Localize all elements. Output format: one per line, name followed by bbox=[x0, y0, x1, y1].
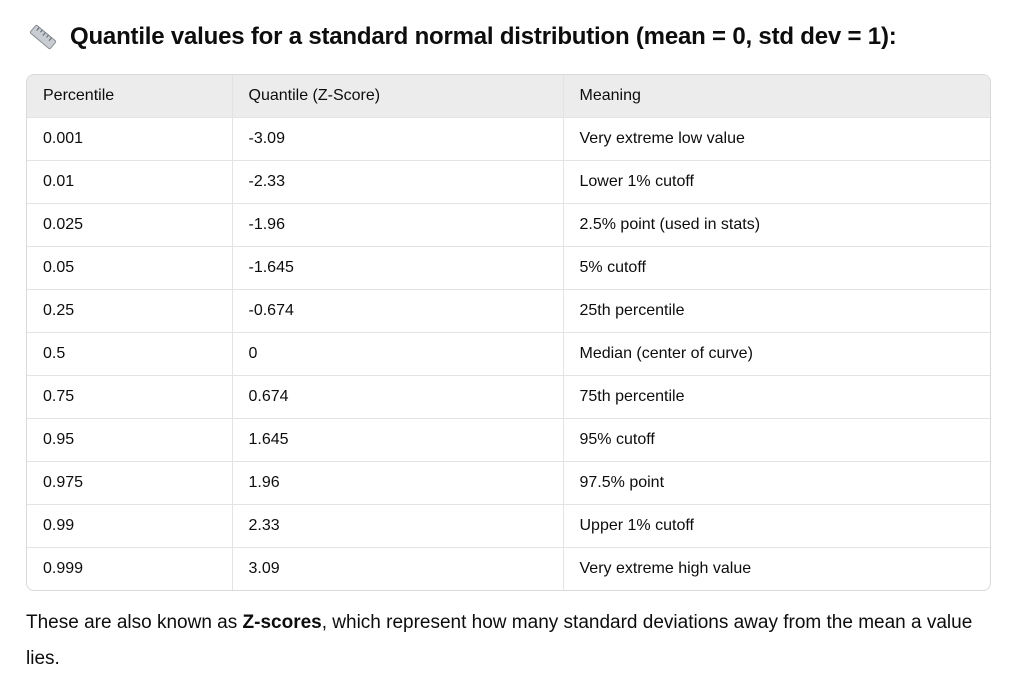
table-cell: 95% cutoff bbox=[563, 418, 990, 462]
table-row: 0.025 -1.96 2.5% point (used in stats) bbox=[27, 203, 990, 247]
table-cell: 0.05 bbox=[27, 246, 233, 290]
table: Percentile Quantile (Z-Score) Meaning 0.00… bbox=[27, 75, 990, 590]
table-row: 0.95 1.645 95% cutoff bbox=[27, 418, 990, 462]
bold-text: Z-scores bbox=[242, 612, 322, 633]
table-cell: -1.96 bbox=[232, 203, 564, 247]
table-cell: 0.75 bbox=[27, 375, 233, 419]
table-cell: -1.645 bbox=[232, 246, 564, 290]
table-cell: 0.5 bbox=[27, 332, 233, 376]
table-cell: Median (center of curve) bbox=[563, 332, 990, 376]
table-cell: 2.5% point (used in stats) bbox=[563, 203, 990, 247]
table-cell: 0.95 bbox=[27, 418, 233, 462]
table-cell: 2.33 bbox=[232, 504, 564, 548]
table-cell: 0.674 bbox=[232, 375, 564, 419]
table-row: 0.75 0.674 75th percentile bbox=[27, 375, 990, 419]
table-row: 0.25 -0.674 25th percentile bbox=[27, 289, 990, 333]
table-cell: 0.001 bbox=[27, 117, 233, 161]
table-container: Percentile Quantile (Z-Score) Meaning 0.00… bbox=[26, 74, 991, 591]
paragraph: These are also known as Z-scores, which … bbox=[26, 605, 996, 677]
table-cell: 0.999 bbox=[27, 547, 233, 590]
table-cell: 3.09 bbox=[232, 547, 564, 590]
table-body: 0.001 -3.09 Very extreme low value 0.01 -2.3… bbox=[27, 117, 990, 590]
table-cell: 1.96 bbox=[232, 461, 564, 505]
table-cell: -0.674 bbox=[232, 289, 564, 333]
table-row: 0.5 0 Median (center of curve) bbox=[27, 332, 990, 376]
table-cell: 5% cutoff bbox=[563, 246, 990, 290]
table-cell: 0.975 bbox=[27, 461, 233, 505]
table-cell: 0.99 bbox=[27, 504, 233, 548]
table-cell: -2.33 bbox=[232, 160, 564, 204]
table-cell: Very extreme high value bbox=[579, 560, 752, 577]
header-row: Percentile Quantile (Z-Score) Meaning bbox=[27, 75, 990, 118]
table-cell: 97.5% point bbox=[563, 461, 990, 505]
table-row: 0.975 1.96 97.5% point bbox=[27, 461, 990, 505]
table-cell: 25th percentile bbox=[563, 289, 990, 333]
heading-title: Quantile values for a standard normal di… bbox=[70, 23, 897, 50]
table-row: 0.001 -3.09 Very extreme low value bbox=[27, 117, 990, 161]
heading: Quantile values for a standard normal di… bbox=[28, 22, 897, 52]
ruler-icon bbox=[29, 24, 57, 50]
table-cell: 75th percentile bbox=[563, 375, 990, 419]
table-row: 0.05 -1.645 5% cutoff bbox=[27, 246, 990, 290]
text: These are also known as bbox=[26, 612, 243, 633]
table-cell: -3.09 bbox=[232, 117, 564, 161]
table-row: 0.999 3.09 Very extreme high value bbox=[27, 547, 990, 590]
column-header: Quantile (Z-Score) bbox=[232, 75, 564, 118]
table-cell: 0.25 bbox=[27, 289, 233, 333]
table-cell: Lower 1% cutoff bbox=[563, 160, 990, 204]
column-header: Meaning bbox=[563, 75, 990, 118]
table-cell: Upper 1% cutoff bbox=[563, 504, 990, 548]
text: , which represent how many standard devi… bbox=[26, 612, 973, 669]
table-cell: 0.025 bbox=[27, 203, 233, 247]
table-row: 0.01 -2.33 Lower 1% cutoff bbox=[27, 160, 990, 204]
table-row: 0.99 2.33 Upper 1% cutoff bbox=[27, 504, 990, 548]
table-cell: Very extreme low value bbox=[563, 117, 990, 161]
table-cell: 0.01 bbox=[27, 160, 233, 204]
table-cell: 1.645 bbox=[232, 418, 564, 462]
table-cell: 0 bbox=[232, 332, 564, 376]
column-header: Percentile bbox=[27, 75, 233, 118]
